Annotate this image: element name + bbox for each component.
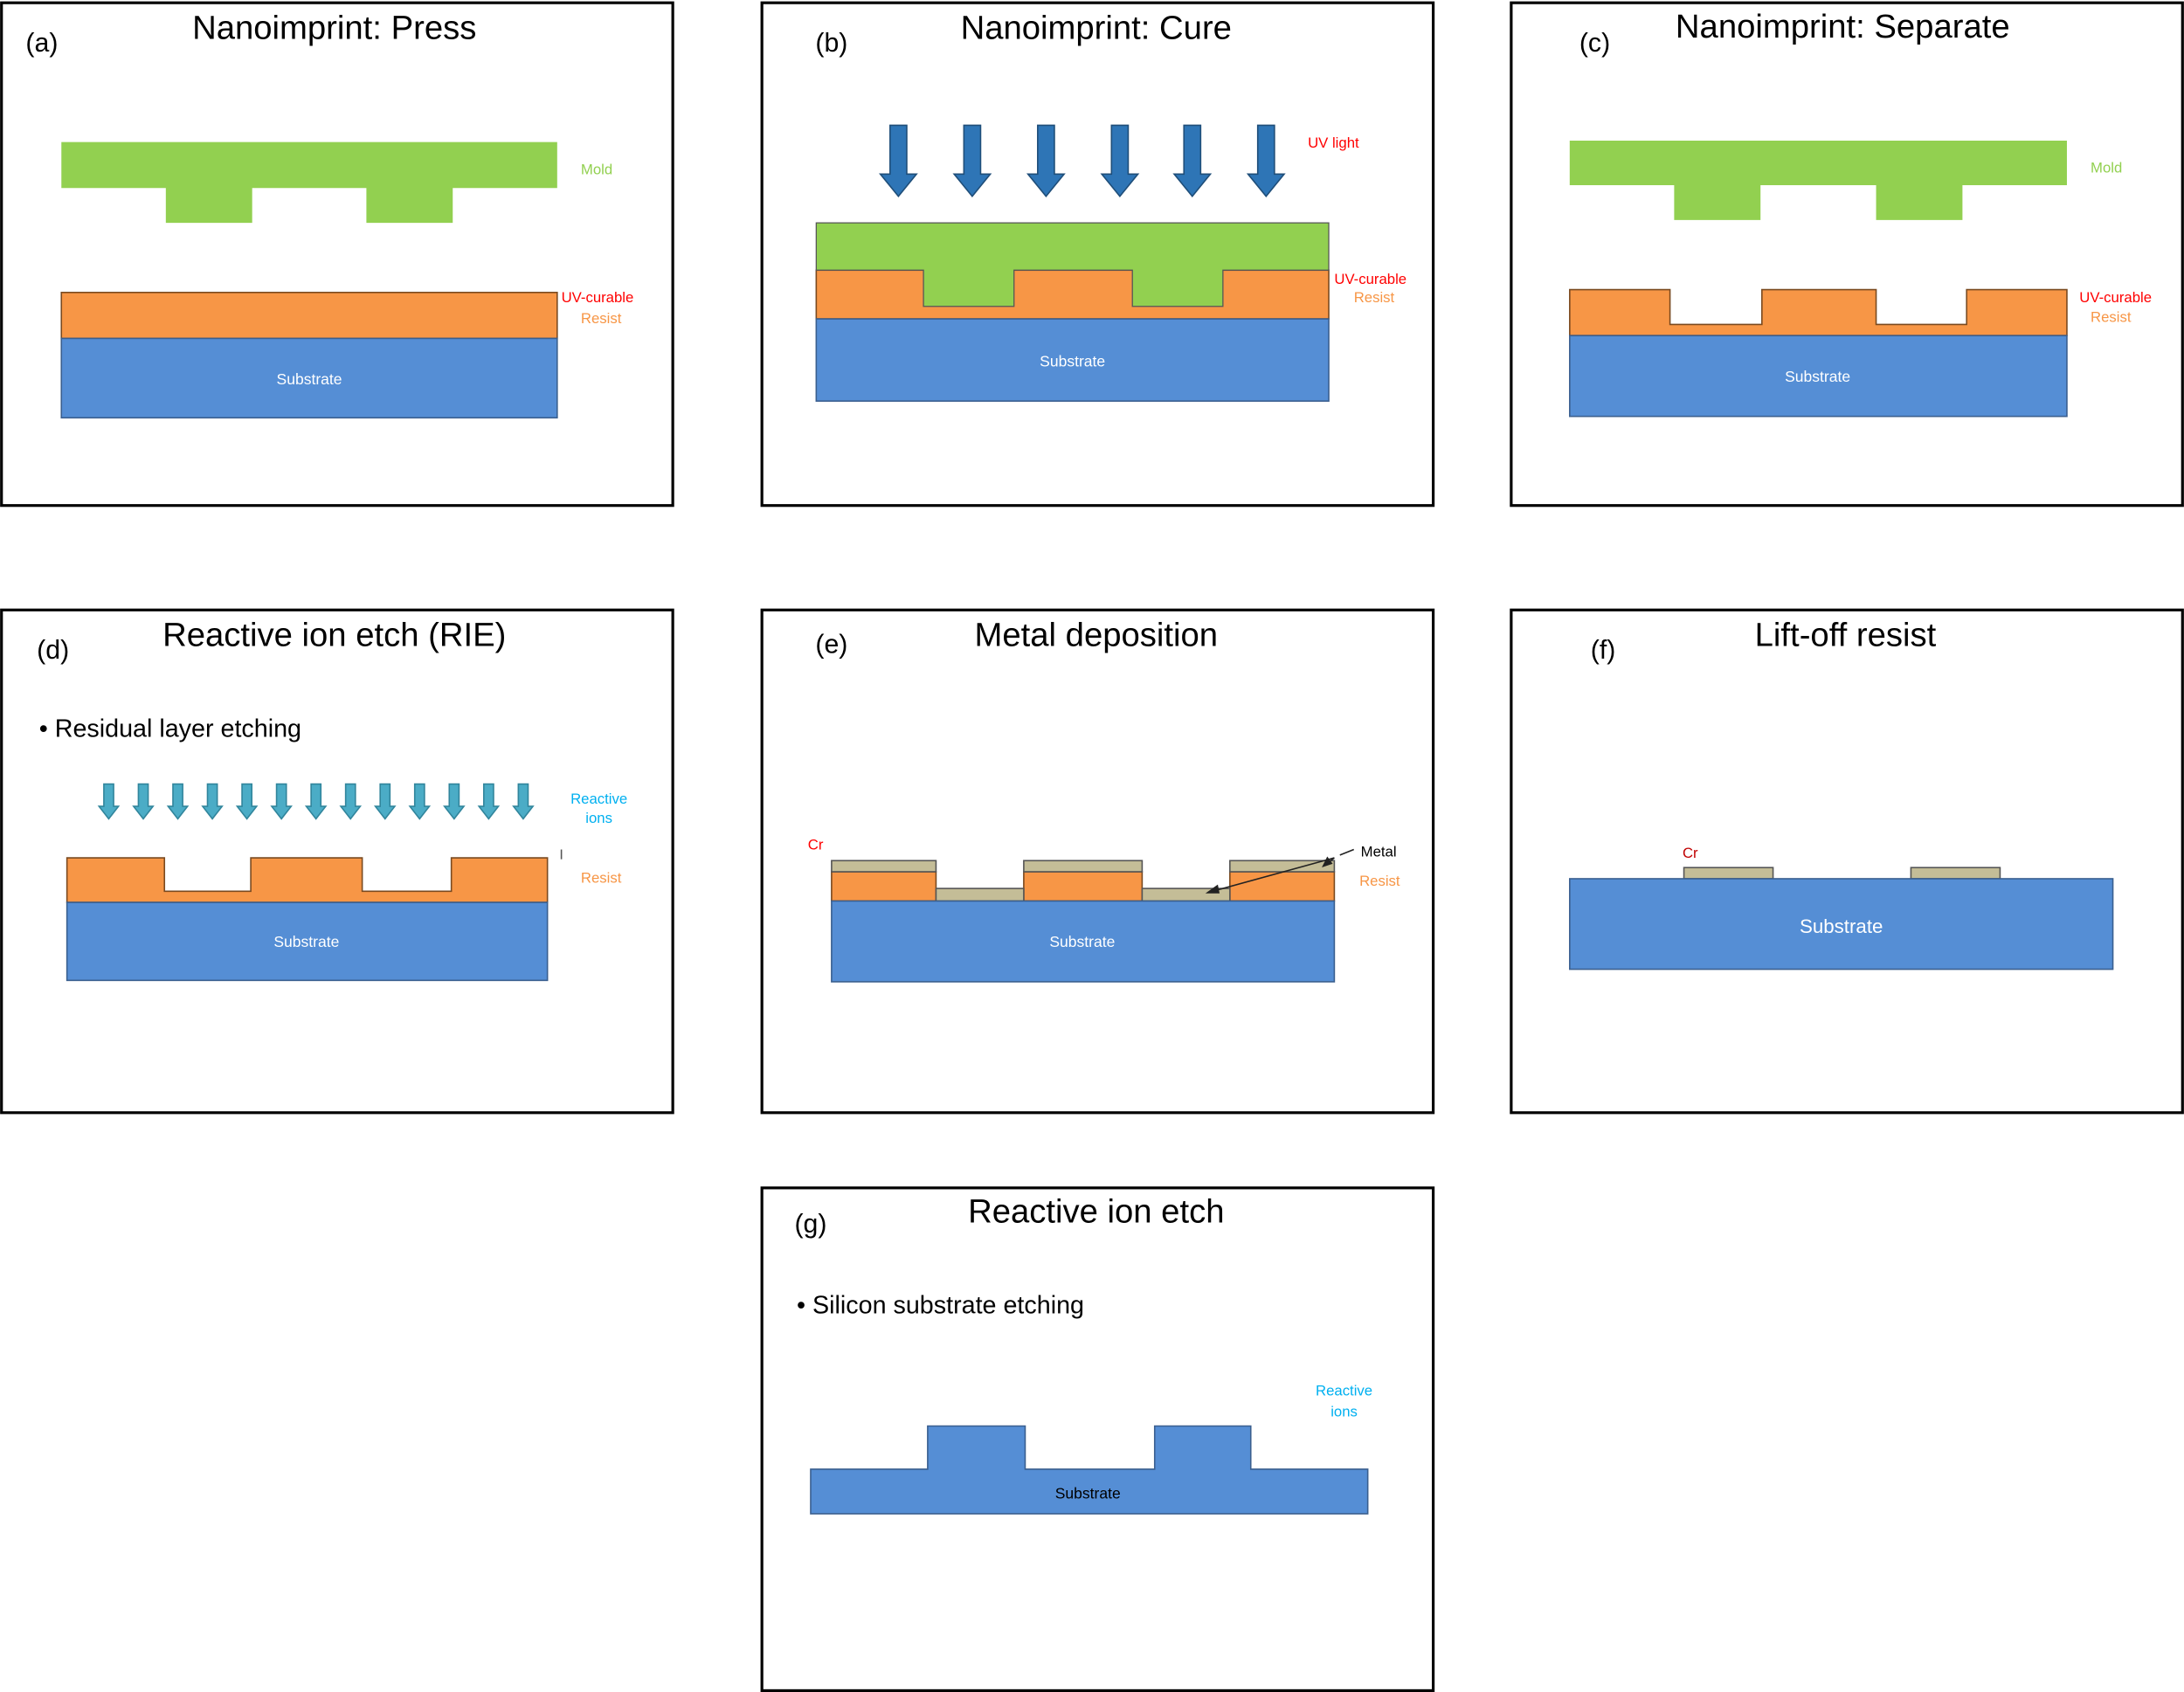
imprinted-resist bbox=[66, 857, 549, 903]
down-arrow-icon bbox=[166, 783, 190, 820]
resist-block bbox=[1229, 871, 1336, 902]
down-arrow-icon bbox=[952, 124, 992, 198]
down-arrow-icon bbox=[373, 783, 397, 820]
uv-curable-label: UV-curable bbox=[2079, 289, 2152, 306]
panel-frame bbox=[0, 1, 674, 508]
uv-curable-label: UV-curable bbox=[1334, 271, 1406, 287]
substrate bbox=[1569, 335, 2068, 418]
panel-tag: (g) bbox=[794, 1210, 826, 1239]
down-arrow-icon bbox=[443, 783, 466, 820]
down-arrow-icon bbox=[97, 783, 121, 820]
panel-tag: (e) bbox=[815, 631, 847, 660]
imprinted-resist bbox=[1569, 288, 2068, 337]
panel-title: Nanoimprint: Cure bbox=[961, 10, 1232, 47]
uv-light-label: UV light bbox=[1308, 135, 1359, 151]
substrate-label: Substrate bbox=[1055, 1484, 1121, 1502]
panel-frame bbox=[760, 1186, 1435, 1692]
cr-pattern bbox=[1910, 867, 2001, 880]
panel-c: (c) Nanoimprint: Separate Substrate Mold… bbox=[1510, 1, 2184, 508]
panel-tag: (a) bbox=[25, 29, 58, 58]
panel-title: Lift-off resist bbox=[1755, 617, 1937, 654]
mold bbox=[1569, 141, 2067, 220]
panel-tag: (b) bbox=[815, 29, 847, 58]
panel-frame bbox=[1510, 1, 2184, 508]
down-arrow-icon bbox=[304, 783, 328, 820]
substrate-label: Substrate bbox=[277, 370, 342, 388]
resist-block bbox=[1023, 871, 1144, 902]
resist-label: Resist bbox=[2091, 308, 2132, 325]
reactive-ions-label: Reactive bbox=[570, 791, 627, 807]
panel-title: Reactive ion etch (RIE) bbox=[162, 617, 506, 654]
down-arrow-icon bbox=[512, 783, 535, 820]
substrate-label: Substrate bbox=[1040, 352, 1105, 369]
panel-d: (d) Reactive ion etch (RIE) • Residual l… bbox=[0, 608, 674, 1115]
mold-label: Mold bbox=[2091, 160, 2122, 176]
down-arrow-icon bbox=[1246, 124, 1286, 198]
panel-g: (g) Reactive ion etch • Silicon substrat… bbox=[760, 1186, 1435, 1692]
panel-title: Nanoimprint: Separate bbox=[1676, 8, 2010, 45]
panel-tag: (f) bbox=[1591, 636, 1616, 665]
substrate bbox=[60, 337, 558, 419]
mold bbox=[61, 142, 557, 224]
substrate-label: Substrate bbox=[273, 933, 339, 950]
resist-layer bbox=[815, 269, 1330, 320]
down-arrow-icon bbox=[201, 783, 224, 820]
ion-arrows bbox=[97, 783, 535, 820]
down-arrow-icon bbox=[1100, 124, 1140, 198]
down-arrow-icon bbox=[235, 783, 259, 820]
etched-substrate bbox=[810, 1425, 1369, 1515]
resist-label: Resist bbox=[1354, 289, 1395, 306]
down-arrow-icon bbox=[408, 783, 432, 820]
panel-tag: (d) bbox=[37, 636, 69, 665]
panel-tag: (c) bbox=[1579, 29, 1610, 58]
resist-label: Resist bbox=[581, 310, 622, 327]
reactive-ions-label-2: ions bbox=[1330, 1403, 1358, 1419]
substrate bbox=[831, 900, 1336, 983]
bullet-text: • Silicon substrate etching bbox=[797, 1291, 1084, 1319]
mold bbox=[815, 222, 1330, 307]
substrate-label: Substrate bbox=[1049, 933, 1115, 950]
down-arrow-icon bbox=[270, 783, 293, 820]
resist-layer bbox=[60, 291, 558, 340]
cr-label: Cr bbox=[1683, 845, 1698, 861]
metal-pointer-arrows bbox=[1205, 848, 1355, 894]
down-arrow-icon bbox=[132, 783, 155, 820]
metal-layer bbox=[1023, 860, 1144, 873]
substrate-label: Substrate bbox=[1785, 368, 1850, 385]
panel-frame bbox=[1510, 608, 2184, 1115]
panel-title: Reactive ion etch bbox=[968, 1193, 1224, 1231]
panel-title: Nanoimprint: Press bbox=[192, 10, 476, 47]
panel-title: Metal deposition bbox=[975, 617, 1219, 654]
metal-layer bbox=[935, 887, 1025, 902]
panel-a: (a) Nanoimprint: Press Substrate Mold UV… bbox=[0, 1, 674, 508]
reactive-ions-label: Reactive bbox=[1316, 1382, 1372, 1398]
substrate bbox=[1569, 878, 2114, 970]
panel-e: (e) Metal deposition Substrate Cr Metal … bbox=[760, 608, 1435, 1115]
substrate-label: Substrate bbox=[1800, 915, 1883, 937]
resist-label: Resist bbox=[581, 870, 622, 887]
down-arrow-icon bbox=[879, 124, 918, 198]
resist-label: Resist bbox=[1359, 873, 1400, 889]
metal-layer bbox=[831, 860, 937, 873]
down-arrow-icon bbox=[339, 783, 363, 820]
substrate bbox=[815, 318, 1330, 402]
down-arrow-icon bbox=[1026, 124, 1066, 198]
cr-label: Cr bbox=[808, 836, 824, 853]
uv-curable-label: UV-curable bbox=[562, 289, 634, 306]
metal-label: Metal bbox=[1361, 843, 1397, 860]
cr-pattern bbox=[1683, 867, 1774, 880]
resist-block bbox=[831, 871, 937, 902]
panel-b: (b) Nanoimprint: Cure Substrate UV light… bbox=[760, 1, 1435, 508]
panel-f: (f) Lift-off resist Substrate Cr bbox=[1510, 608, 2184, 1115]
reactive-ions-label-2: ions bbox=[585, 810, 612, 826]
bullet-text: • Residual layer etching bbox=[39, 715, 301, 742]
substrate bbox=[66, 901, 549, 982]
down-arrow-icon bbox=[1172, 124, 1213, 198]
down-arrow-icon bbox=[477, 783, 501, 820]
uv-arrows bbox=[879, 124, 1286, 198]
mold-label: Mold bbox=[581, 161, 612, 177]
